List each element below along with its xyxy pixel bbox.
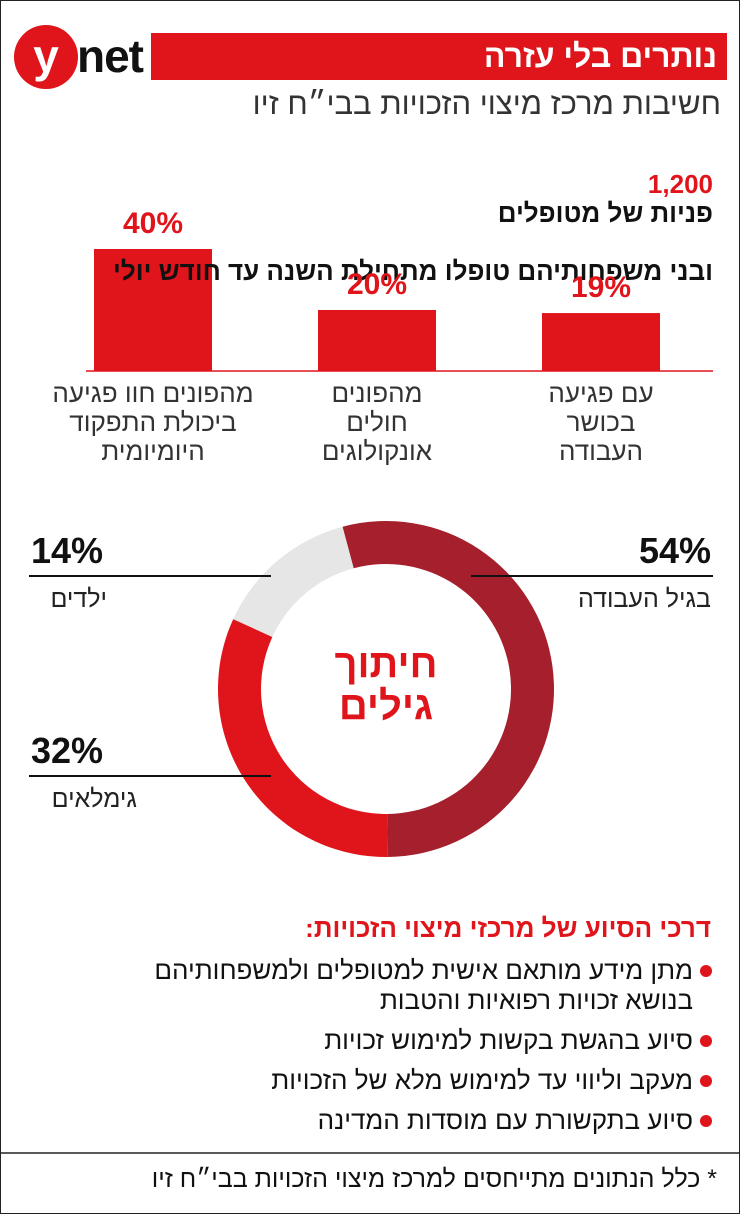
bar-category-label: עם פגיעה בכושר העבודה	[548, 378, 654, 467]
donut-slice	[342, 521, 554, 857]
slice-category-label: גימלאים	[51, 785, 137, 813]
donut-slice	[233, 526, 354, 637]
footnote: * כלל הנתונים מתייחסים למרכז מיצוי הזכוי…	[151, 1165, 717, 1193]
logo-circle	[14, 25, 78, 89]
bullet	[700, 1075, 712, 1087]
bar-category-label: מהפונים חולים אונקולוגים	[321, 378, 433, 467]
assistance-item: מתן מידע מותאם אישית למטופלים ולמשפחותיה…	[154, 955, 693, 1016]
bullet	[700, 1035, 712, 1047]
slice-category-label: ילדים	[50, 585, 107, 613]
bar-category-label: מהפונים חוו פגיעה ביכולת התפקוד היומיומי…	[52, 378, 254, 467]
intro-line1: פניות של מטופלים	[497, 198, 713, 229]
logo-net: net	[77, 30, 144, 82]
donut-slice	[218, 619, 388, 857]
bar-value-label: 20%	[346, 268, 408, 301]
assistance-item: סיוע בהגשת בקשות למימוש זכויות	[324, 1025, 693, 1055]
intro-count: 1,200	[647, 169, 713, 200]
bar	[94, 249, 212, 371]
donut-center-title: חיתוך גילים	[334, 642, 438, 728]
slice-category-label: בגיל העבודה	[577, 585, 711, 613]
intro-line2: ובני משפחותיהם טופלו מתחילת השנה עד חודש…	[113, 256, 713, 287]
assistance-title: דרכי הסיוע של מרכזי מיצוי הזכויות:	[305, 913, 711, 943]
bullet	[700, 1115, 712, 1127]
bar-value-label: 40%	[122, 207, 184, 240]
bar	[542, 313, 660, 371]
subtitle: חשיבות מרכז מיצוי הזכויות בבי״ח זיו	[252, 86, 721, 121]
title-banner	[151, 33, 727, 80]
bar-value-label: 19%	[570, 271, 632, 305]
logo-y: y	[33, 30, 59, 82]
title: נותרים בלי עזרה	[483, 38, 717, 74]
assistance-item: מעקב וליווי עד למימוש מלא של הזכויות	[271, 1065, 693, 1095]
slice-value-label: 54%	[638, 530, 711, 571]
assistance-item: סיוע בתקשורת עם מוסדות המדינה	[317, 1105, 693, 1135]
bullet	[700, 965, 712, 977]
intro: 1,200 פניות של מטופלים ובני משפחותיהם טו…	[113, 141, 713, 287]
bar	[318, 310, 436, 371]
slice-value-label: 32%	[31, 730, 104, 771]
slice-value-label: 14%	[31, 530, 104, 571]
